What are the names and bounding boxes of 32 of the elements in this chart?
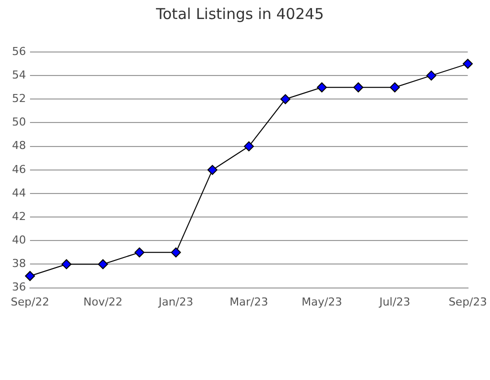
y-tick-label: 36 xyxy=(12,280,26,294)
point xyxy=(61,259,72,270)
x-tick-label: Mar/23 xyxy=(230,295,268,308)
x-tick-label: Jan/23 xyxy=(158,295,194,308)
point xyxy=(280,94,290,104)
x-tick-label: Sep/22 xyxy=(10,295,50,308)
chart-title: Total Listings in 40245 xyxy=(155,4,324,23)
point xyxy=(316,82,327,92)
y-tick-label: 54 xyxy=(12,68,26,82)
y-tick-label: 42 xyxy=(12,210,26,223)
point xyxy=(426,70,436,81)
point xyxy=(24,271,35,282)
y-tick-label: 44 xyxy=(12,186,26,200)
point xyxy=(353,82,364,92)
y-tick-label: 48 xyxy=(12,139,26,152)
point xyxy=(170,247,181,258)
point xyxy=(244,141,254,152)
x-tick-label: May/23 xyxy=(302,295,342,308)
x-tick-label: Jul/23 xyxy=(378,295,410,308)
y-tick-label: 50 xyxy=(12,116,26,129)
y-tick-label: 52 xyxy=(12,92,26,106)
point xyxy=(134,247,144,258)
y-tick-label: 40 xyxy=(12,234,26,246)
point xyxy=(462,58,473,69)
x-tick-label: Nov/22 xyxy=(83,295,123,308)
y-tick-label: 38 xyxy=(12,257,26,270)
point xyxy=(98,259,108,270)
y-tick-label: 46 xyxy=(12,162,26,176)
point xyxy=(207,164,218,175)
x-tick-label: Sep/23 xyxy=(448,295,487,308)
y-tick-label: 56 xyxy=(12,44,26,58)
point xyxy=(390,82,400,92)
